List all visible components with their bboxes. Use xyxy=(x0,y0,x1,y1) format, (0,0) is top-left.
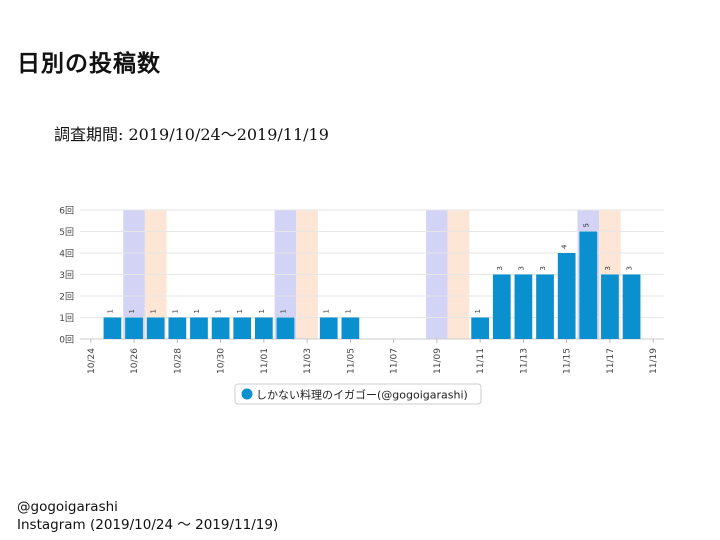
survey-period: 調査期間: 2019/10/24〜2019/11/19 xyxy=(54,125,329,144)
data-label: 1 xyxy=(323,309,331,313)
legend-box xyxy=(234,383,482,405)
y-axis: 0回 1回 2回 3回 4回 5回 6回 xyxy=(59,206,74,346)
x-tick-label: 11/05 xyxy=(346,348,356,374)
bar xyxy=(622,274,641,339)
data-label: 1 xyxy=(193,309,201,313)
bar xyxy=(103,317,122,339)
bar xyxy=(168,317,187,339)
data-label: 1 xyxy=(106,309,114,313)
y-tick-label: 2回 xyxy=(59,292,74,303)
data-labels: 1 1 1 1 1 1 1 1 1 1 1 1 3 3 3 4 5 3 3 xyxy=(106,223,633,313)
bar xyxy=(125,317,143,339)
y-tick-label: 1回 xyxy=(59,313,74,324)
bar xyxy=(601,274,619,339)
bar xyxy=(341,317,360,339)
bar xyxy=(233,317,252,339)
legend-marker xyxy=(241,388,253,400)
data-label: 1 xyxy=(128,309,136,313)
x-tick-label: 10/28 xyxy=(173,348,183,374)
data-label: 1 xyxy=(474,309,482,313)
data-label: 1 xyxy=(258,309,266,313)
y-tick-label: 0回 xyxy=(59,335,74,346)
data-label: 3 xyxy=(496,266,504,270)
legend[interactable]: しかない料理のイガゴー(@gogoigarashi) xyxy=(234,383,482,405)
data-label: 1 xyxy=(236,309,244,313)
x-tick-label: 11/11 xyxy=(476,348,486,374)
bar xyxy=(276,317,295,339)
x-tick-label: 11/19 xyxy=(649,348,659,374)
data-label: 1 xyxy=(150,309,158,313)
bar xyxy=(190,317,208,339)
data-label: 3 xyxy=(517,266,525,270)
bar xyxy=(557,253,576,339)
data-label: 1 xyxy=(171,309,179,313)
bar xyxy=(492,274,511,339)
data-label: 3 xyxy=(626,266,634,270)
x-tick-label: 10/26 xyxy=(130,348,140,374)
x-tick-label: 11/07 xyxy=(390,348,400,374)
bar xyxy=(471,317,490,339)
x-tick-label: 11/15 xyxy=(563,348,573,374)
bar xyxy=(211,317,230,339)
x-tick-label: 11/17 xyxy=(606,348,616,374)
bar xyxy=(254,317,273,339)
x-tick-label: 11/01 xyxy=(260,348,270,374)
x-tick-label: 11/13 xyxy=(519,348,529,374)
data-label: 1 xyxy=(279,309,287,313)
y-tick-label: 5回 xyxy=(59,227,74,238)
x-tick-label: 10/30 xyxy=(217,348,227,374)
data-label: 3 xyxy=(604,266,612,270)
legend-label: しかない料理のイガゴー(@gogoigarashi) xyxy=(256,388,468,402)
data-label: 1 xyxy=(215,309,223,313)
bar xyxy=(146,317,165,339)
footer-account: @gogoigarashi xyxy=(17,499,118,515)
page-title: 日別の投稿数 xyxy=(17,51,161,77)
footer: @gogoigarashi Instagram (2019/10/24 〜 20… xyxy=(17,498,278,534)
data-label: 4 xyxy=(561,244,569,249)
bars xyxy=(103,231,641,339)
x-tick-label: 11/03 xyxy=(303,348,313,374)
bar xyxy=(536,274,554,339)
bar xyxy=(579,231,598,339)
bar xyxy=(514,274,533,339)
y-tick-label: 4回 xyxy=(59,249,74,260)
y-tick-label: 6回 xyxy=(59,206,74,217)
data-label: 5 xyxy=(582,223,590,227)
x-tick-label: 11/09 xyxy=(433,348,443,374)
y-tick-label: 3回 xyxy=(59,270,74,281)
x-axis: 10/24 10/26 10/28 10/30 11/01 11/03 11/05 11/07… xyxy=(87,339,659,374)
grid-lines xyxy=(80,209,664,340)
data-label: 1 xyxy=(344,309,352,313)
data-label: 3 xyxy=(539,266,547,270)
x-tick-label: 10/24 xyxy=(87,348,97,374)
footer-source: Instagram (2019/10/24 〜 2019/11/19) xyxy=(17,517,279,533)
bar xyxy=(319,317,338,339)
